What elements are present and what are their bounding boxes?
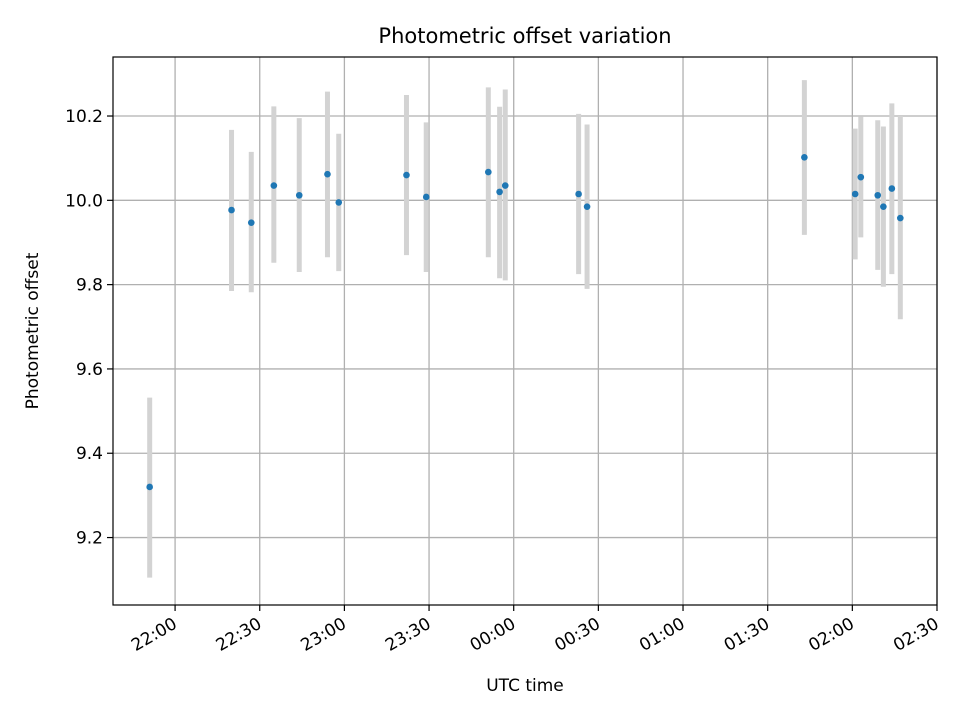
x-tick-label: 02:00 — [805, 614, 857, 656]
x-tick-label: 22:00 — [128, 614, 180, 656]
data-point — [228, 206, 235, 214]
y-tick-label: 9.4 — [76, 444, 103, 464]
x-tick-label: 01:30 — [721, 614, 773, 656]
y-axis-ticks: 9.2 9.4 9.6 9.8 10.0 10.2 — [65, 107, 113, 549]
x-tick-label: 00:00 — [467, 614, 519, 656]
x-tick-label: 01:00 — [636, 614, 688, 656]
x-tick-label: 00:30 — [551, 614, 603, 656]
data-point — [880, 203, 887, 210]
y-tick-label: 9.8 — [76, 276, 103, 296]
data-point — [403, 171, 410, 179]
y-tick-label: 9.2 — [76, 529, 103, 549]
plot-frame — [112, 56, 938, 606]
error-bars — [147, 80, 903, 578]
data-point — [851, 190, 859, 198]
data-point — [575, 190, 582, 198]
data-point — [247, 219, 255, 226]
data-point — [496, 188, 503, 196]
data-point — [801, 154, 808, 161]
data-point — [501, 182, 509, 189]
y-axis-label: Photometric offset — [23, 252, 43, 409]
x-axis-label: UTC time — [486, 676, 564, 696]
x-tick-label: 02:30 — [890, 614, 942, 656]
y-tick-label: 10.2 — [65, 107, 103, 127]
data-point — [270, 182, 278, 189]
y-tick-label: 10.0 — [65, 191, 103, 211]
data-point — [295, 191, 303, 199]
data-point — [335, 199, 343, 206]
data-point — [897, 214, 904, 222]
x-tick-label: 23:30 — [382, 614, 434, 656]
grid-lines — [113, 57, 938, 605]
data-point — [485, 168, 492, 176]
x-tick-label: 23:00 — [297, 614, 349, 656]
chart-title: Photometric offset variation — [378, 24, 671, 48]
x-axis-ticks: 22:00 22:30 23:00 23:30 00:00 00:30 01:00 01:30… — [128, 605, 943, 656]
data-point — [583, 203, 591, 210]
y-tick-label: 9.6 — [76, 360, 103, 380]
data-point — [324, 170, 331, 178]
data-point — [422, 193, 430, 201]
data-point — [146, 483, 153, 491]
data-points — [146, 154, 904, 491]
data-point — [874, 191, 882, 199]
data-point — [888, 185, 896, 192]
x-tick-label: 22:30 — [213, 614, 265, 656]
data-point — [857, 173, 865, 181]
